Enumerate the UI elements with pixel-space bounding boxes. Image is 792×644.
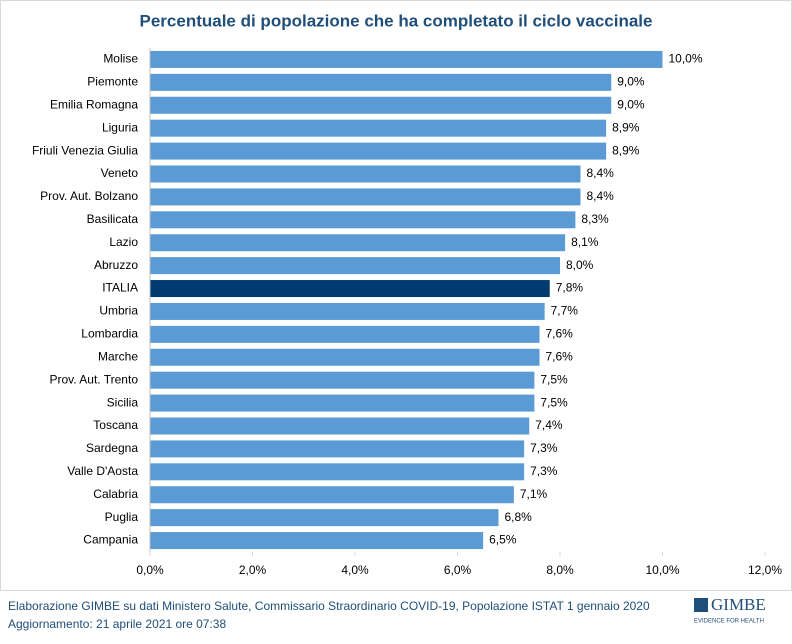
- value-label: 9,0%: [617, 97, 645, 111]
- value-label: 7,6%: [546, 327, 574, 341]
- value-label: 7,7%: [551, 304, 579, 318]
- y-tick-label: Sardegna: [86, 441, 138, 455]
- bar: [150, 165, 581, 183]
- value-label: 7,1%: [520, 487, 548, 501]
- bar: [150, 188, 581, 206]
- logo-icon: [694, 598, 708, 612]
- bar: [150, 96, 612, 114]
- bar: [150, 119, 607, 137]
- bar: [150, 73, 612, 91]
- y-tick-label: Lombardia: [81, 327, 138, 341]
- y-tick-label: Valle D'Aosta: [67, 464, 138, 478]
- bar: [150, 50, 663, 68]
- bar: [150, 302, 545, 320]
- value-label: 8,3%: [581, 212, 609, 226]
- y-tick-label: Puglia: [105, 510, 139, 524]
- y-tick-label: Calabria: [93, 487, 138, 501]
- y-tick-label: Emilia Romagna: [50, 97, 138, 111]
- y-tick-label: Piemonte: [87, 75, 138, 89]
- y-tick-label: Lazio: [109, 235, 138, 249]
- bar: [150, 463, 525, 481]
- bar: [150, 234, 566, 252]
- source: Elaborazione GIMBE su dati Ministero Sal…: [8, 599, 650, 613]
- value-label: 8,0%: [566, 258, 594, 272]
- y-tick-label: Umbria: [99, 304, 138, 318]
- y-tick-label: Sicilia: [107, 395, 139, 409]
- y-tick-label: ITALIA: [102, 281, 138, 295]
- x-tick-label: 12,0%: [748, 563, 782, 577]
- value-label: 7,5%: [540, 395, 568, 409]
- value-label: 7,3%: [530, 464, 558, 478]
- y-tick-label: Prov. Aut. Bolzano: [40, 189, 138, 203]
- value-label: 7,4%: [535, 418, 563, 432]
- y-tick-label: Toscana: [93, 418, 138, 432]
- bar: [150, 142, 607, 160]
- value-label: 8,4%: [587, 166, 615, 180]
- y-tick-label: Prov. Aut. Trento: [50, 372, 139, 386]
- bar: [150, 257, 560, 275]
- updated: Aggiornamento: 21 aprile 2021 ore 07:38: [8, 617, 226, 631]
- value-label: 8,1%: [571, 235, 599, 249]
- y-tick-label: Marche: [98, 349, 138, 363]
- y-tick-label: Liguria: [102, 120, 138, 134]
- value-label: 6,5%: [489, 533, 517, 547]
- bar: [150, 509, 499, 527]
- y-tick-label: Friuli Venezia Giulia: [32, 143, 138, 157]
- y-tick-label: Abruzzo: [94, 258, 138, 272]
- value-label: 7,8%: [556, 281, 584, 295]
- chart-title: Percentuale di popolazione che ha comple…: [140, 11, 653, 30]
- bar: [150, 371, 535, 389]
- value-label: 7,6%: [546, 349, 574, 363]
- value-label: 7,5%: [540, 372, 568, 386]
- value-label: 8,4%: [587, 189, 615, 203]
- bar: [150, 348, 540, 366]
- bar: [150, 440, 525, 458]
- bar: [150, 486, 514, 504]
- y-tick-label: Veneto: [101, 166, 139, 180]
- bar: [150, 211, 576, 229]
- bar: [150, 325, 540, 343]
- bar: [150, 394, 535, 412]
- x-tick-label: 4,0%: [341, 563, 369, 577]
- logo: GIMBE: [711, 595, 766, 614]
- value-label: 9,0%: [617, 75, 645, 89]
- value-label: 6,8%: [505, 510, 533, 524]
- y-tick-label: Basilicata: [87, 212, 139, 226]
- bar: [150, 417, 530, 435]
- x-tick-label: 8,0%: [546, 563, 574, 577]
- value-label: 8,9%: [612, 143, 640, 157]
- x-tick-label: 2,0%: [239, 563, 267, 577]
- y-tick-label: Molise: [103, 52, 138, 66]
- value-label: 10,0%: [669, 52, 703, 66]
- bar: [150, 532, 484, 550]
- value-label: 8,9%: [612, 120, 640, 134]
- logo-tagline: EVIDENCE FOR HEALTH: [694, 619, 764, 625]
- x-tick-label: 6,0%: [444, 563, 472, 577]
- y-tick-label: Campania: [83, 533, 138, 547]
- x-tick-label: 0,0%: [136, 563, 164, 577]
- bar: [150, 280, 550, 298]
- value-label: 7,3%: [530, 441, 558, 455]
- x-tick-label: 10,0%: [645, 563, 679, 577]
